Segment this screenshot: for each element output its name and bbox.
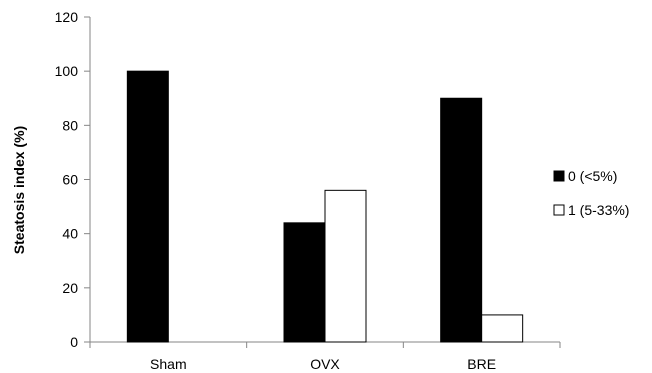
legend-label: 1 (5-33%) <box>568 202 629 218</box>
y-tick-label: 120 <box>55 9 79 25</box>
bar-ovx-series-1 <box>324 189 367 343</box>
x-tick-label: OVX <box>310 356 340 372</box>
y-axis-title: Steatosis index (%) <box>11 126 27 254</box>
x-tick-label: Sham <box>150 356 187 372</box>
y-tick-label: 20 <box>62 280 78 296</box>
y-tick-label: 40 <box>62 226 78 242</box>
legend-label: 0 (<5%) <box>568 168 617 184</box>
x-tick-label: BRE <box>467 356 496 372</box>
bar-bre-series-0 <box>440 97 483 343</box>
bar-sham-series-0 <box>126 70 169 343</box>
x-axis: Sham OVX BRE <box>89 341 561 372</box>
y-tick-label: 100 <box>55 63 79 79</box>
bars <box>126 70 524 343</box>
y-tick-label: 0 <box>70 334 78 350</box>
legend-swatch <box>553 204 565 216</box>
bar-bre-series-1 <box>481 314 524 343</box>
y-tick-label: 60 <box>62 172 78 188</box>
bar-ovx-series-0 <box>283 222 326 343</box>
legend: 0 (<5%) 1 (5-33%) <box>553 168 629 218</box>
y-axis: 0 20 40 60 80 100 120 <box>55 9 91 350</box>
y-tick-label: 80 <box>62 117 78 133</box>
legend-swatch <box>553 170 565 182</box>
